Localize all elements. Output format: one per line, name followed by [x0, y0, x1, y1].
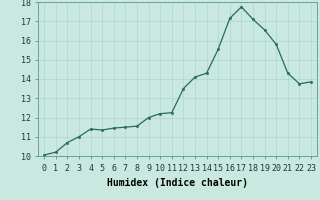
X-axis label: Humidex (Indice chaleur): Humidex (Indice chaleur) — [107, 178, 248, 188]
